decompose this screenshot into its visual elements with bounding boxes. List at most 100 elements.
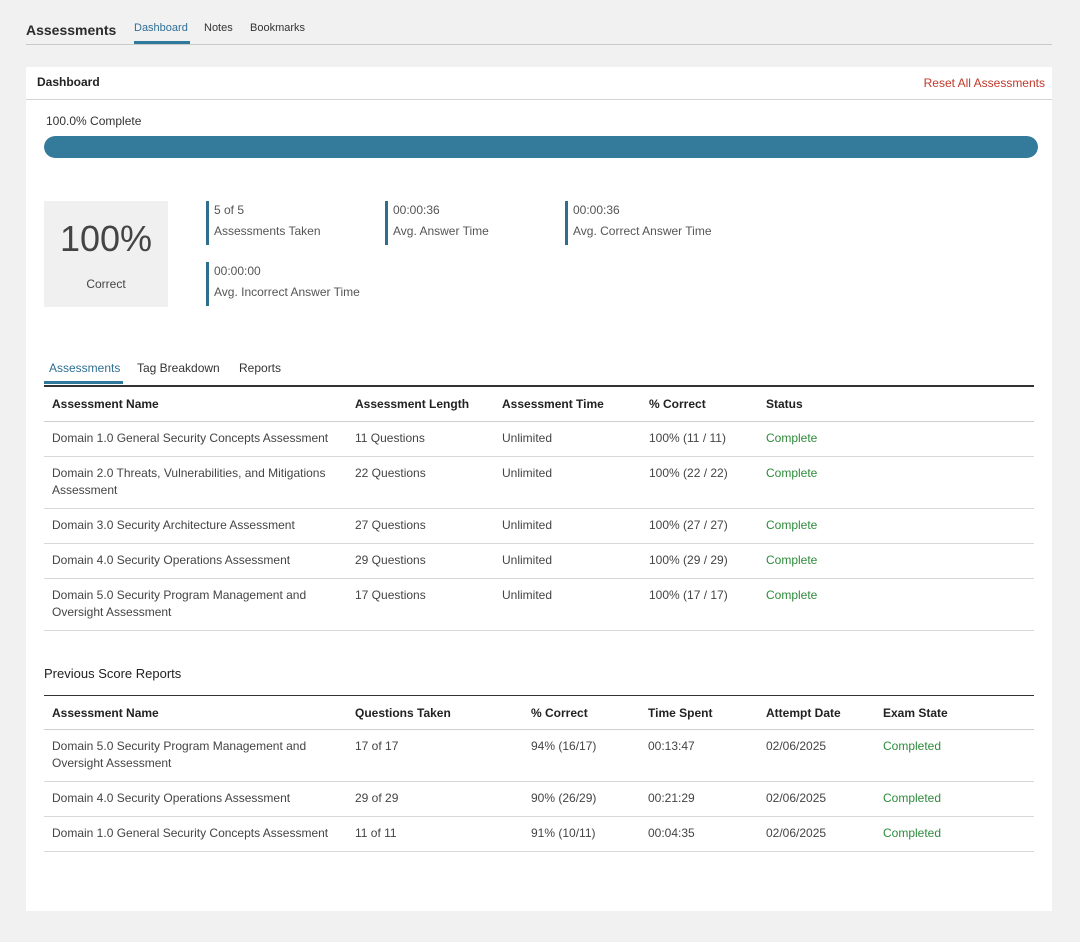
column-header: Time Spent <box>640 695 758 730</box>
assessment-name: Domain 3.0 Security Architecture Assessm… <box>44 508 347 544</box>
tab-bookmarks[interactable]: Bookmarks <box>250 22 306 34</box>
table-row[interactable]: Domain 5.0 Security Program Management a… <box>44 729 1034 782</box>
score-label: Correct <box>86 277 126 291</box>
progress-bar <box>44 136 1038 158</box>
column-header: Assessment Time <box>494 387 641 422</box>
status-text: Complete <box>758 456 1034 509</box>
assessment-time: Unlimited <box>494 508 641 544</box>
percent-correct: 100% (27 / 27) <box>641 508 758 544</box>
assessment-name: Domain 5.0 Security Program Management a… <box>44 578 347 631</box>
tab-dashboard[interactable]: Dashboard <box>134 22 188 34</box>
assessment-length: 27 Questions <box>347 508 494 544</box>
previous-score-reports-title: Previous Score Reports <box>44 666 182 681</box>
assessment-time: Unlimited <box>494 578 641 631</box>
reset-all-assessments-link[interactable]: Reset All Assessments <box>923 76 1045 90</box>
questions-taken: 29 of 29 <box>347 781 523 817</box>
assessment-length: 11 Questions <box>347 421 494 457</box>
progress-label: 100.0% Complete <box>46 114 142 128</box>
stat-avg-answer-time: 00:00:36 Avg. Answer Time <box>385 201 489 245</box>
column-header: Status <box>758 387 1034 422</box>
time-spent: 00:21:29 <box>640 781 758 817</box>
table-row[interactable]: Domain 4.0 Security Operations Assessmen… <box>44 543 1034 579</box>
stat-value: 5 of 5 <box>214 203 245 217</box>
assessment-name: Domain 2.0 Threats, Vulnerabilities, and… <box>44 456 347 509</box>
assessment-subtabs: Assessments Tag Breakdown Reports <box>44 358 1034 387</box>
percent-correct: 91% (10/11) <box>523 816 640 852</box>
percent-correct: 94% (16/17) <box>523 729 640 782</box>
status-text: Complete <box>758 421 1034 457</box>
card-title: Dashboard <box>37 75 100 89</box>
assessment-time: Unlimited <box>494 543 641 579</box>
column-header: Questions Taken <box>347 695 523 730</box>
column-header: Exam State <box>875 695 1034 730</box>
subtab-assessments[interactable]: Assessments <box>49 361 121 375</box>
percent-correct: 100% (22 / 22) <box>641 456 758 509</box>
score-percent: 100% <box>59 218 153 259</box>
stat-value: 00:00:36 <box>573 203 620 217</box>
status-text: Complete <box>758 543 1034 579</box>
app-title: Assessments <box>26 22 117 38</box>
assessments-table: Assessment Name Assessment Length Assess… <box>44 387 1034 631</box>
stat-assessments-taken: 5 of 5 Assessments Taken <box>206 201 321 245</box>
table-row[interactable]: Domain 4.0 Security Operations Assessmen… <box>44 781 1034 817</box>
percent-correct: 100% (11 / 11) <box>641 421 758 457</box>
time-spent: 00:04:35 <box>640 816 758 852</box>
exam-state: Completed <box>875 816 1034 852</box>
column-header: Assessment Length <box>347 387 494 422</box>
questions-taken: 17 of 17 <box>347 729 523 782</box>
top-nav: Assessments Dashboard Notes Bookmarks <box>26 0 1052 45</box>
column-header: Attempt Date <box>758 695 875 730</box>
status-text: Complete <box>758 578 1034 631</box>
assessment-name: Domain 1.0 General Security Concepts Ass… <box>44 816 347 852</box>
exam-state: Completed <box>875 781 1034 817</box>
stat-label: Avg. Incorrect Answer Time <box>214 285 360 299</box>
attempt-date: 02/06/2025 <box>758 729 875 782</box>
table-row[interactable]: Domain 3.0 Security Architecture Assessm… <box>44 508 1034 544</box>
stat-avg-incorrect-answer-time: 00:00:00 Avg. Incorrect Answer Time <box>206 262 360 306</box>
attempt-date: 02/06/2025 <box>758 816 875 852</box>
assessment-name: Domain 4.0 Security Operations Assessmen… <box>44 543 347 579</box>
table-row[interactable]: Domain 1.0 General Security Concepts Ass… <box>44 421 1034 457</box>
assessment-length: 22 Questions <box>347 456 494 509</box>
status-text: Complete <box>758 508 1034 544</box>
assessment-length: 17 Questions <box>347 578 494 631</box>
card-header: Dashboard Reset All Assessments <box>26 67 1052 100</box>
stat-label: Avg. Correct Answer Time <box>573 224 712 238</box>
exam-state: Completed <box>875 729 1034 782</box>
percent-correct: 90% (26/29) <box>523 781 640 817</box>
assessment-time: Unlimited <box>494 456 641 509</box>
questions-taken: 11 of 11 <box>347 816 523 852</box>
assessment-time: Unlimited <box>494 421 641 457</box>
score-reports-table: Assessment Name Questions Taken % Correc… <box>44 695 1034 852</box>
assessment-name: Domain 1.0 General Security Concepts Ass… <box>44 421 347 457</box>
stat-label: Assessments Taken <box>214 224 321 238</box>
tab-notes[interactable]: Notes <box>204 22 233 34</box>
assessment-name: Domain 4.0 Security Operations Assessmen… <box>44 781 347 817</box>
subtab-tag-breakdown[interactable]: Tag Breakdown <box>137 361 220 375</box>
percent-correct: 100% (17 / 17) <box>641 578 758 631</box>
assessment-length: 29 Questions <box>347 543 494 579</box>
score-summary: 100% Correct <box>44 201 168 307</box>
subtab-reports[interactable]: Reports <box>239 361 282 375</box>
table-header-row: Assessment Name Assessment Length Assess… <box>44 387 1034 422</box>
active-tab-indicator <box>134 41 190 44</box>
table-row[interactable]: Domain 1.0 General Security Concepts Ass… <box>44 816 1034 852</box>
table-row[interactable]: Domain 2.0 Threats, Vulnerabilities, and… <box>44 456 1034 509</box>
column-header: % Correct <box>523 695 640 730</box>
column-header: % Correct <box>641 387 758 422</box>
time-spent: 00:13:47 <box>640 729 758 782</box>
stat-label: Avg. Answer Time <box>393 224 489 238</box>
active-subtab-indicator <box>44 381 123 384</box>
stat-value: 00:00:36 <box>393 203 440 217</box>
stat-value: 00:00:00 <box>214 264 261 278</box>
assessment-name: Domain 5.0 Security Program Management a… <box>44 729 347 782</box>
progress-bar-fill <box>44 136 1038 158</box>
table-row[interactable]: Domain 5.0 Security Program Management a… <box>44 578 1034 631</box>
dashboard-card: Dashboard Reset All Assessments 100.0% C… <box>26 67 1052 911</box>
percent-correct: 100% (29 / 29) <box>641 543 758 579</box>
attempt-date: 02/06/2025 <box>758 781 875 817</box>
column-header: Assessment Name <box>44 387 347 422</box>
column-header: Assessment Name <box>44 695 347 730</box>
table-header-row: Assessment Name Questions Taken % Correc… <box>44 695 1034 730</box>
stat-avg-correct-answer-time: 00:00:36 Avg. Correct Answer Time <box>565 201 712 245</box>
